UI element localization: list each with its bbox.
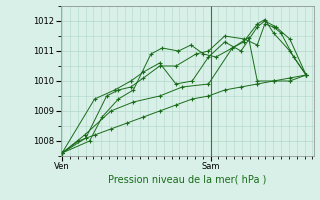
X-axis label: Pression niveau de la mer( hPa ): Pression niveau de la mer( hPa ) xyxy=(108,174,266,184)
